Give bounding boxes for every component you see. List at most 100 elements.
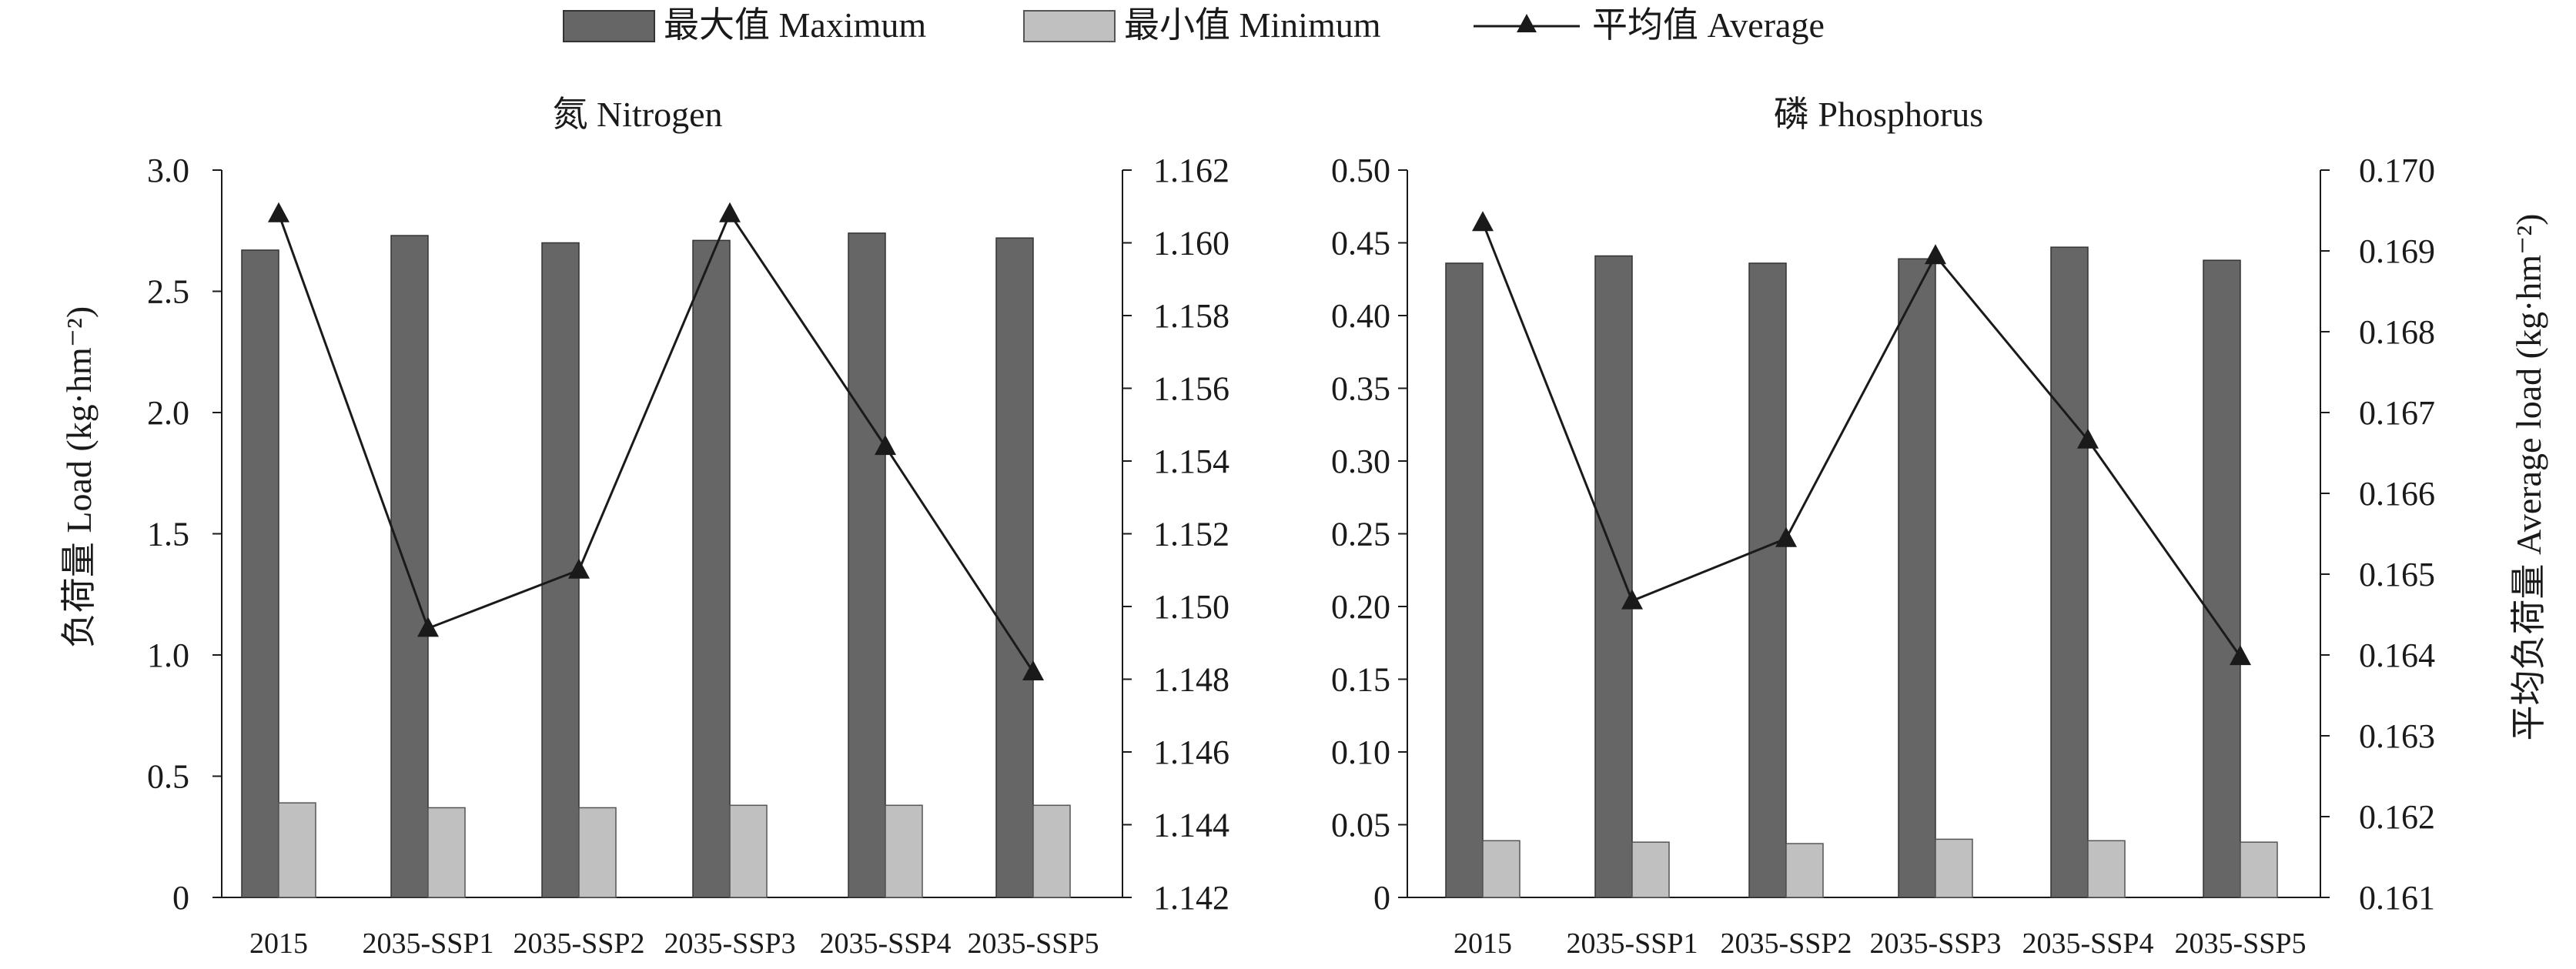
nitrogen-title: 氮 Nitrogen xyxy=(552,95,722,134)
nitrogen-category-label: 2035-SSP1 xyxy=(362,927,493,960)
phosphorus-right-tick-label: 0.161 xyxy=(2359,879,2435,917)
nitrogen-right-tick-label: 1.156 xyxy=(1153,370,1229,408)
legend-maximum-swatch xyxy=(563,10,655,42)
nitrogen-bar-minimum xyxy=(578,807,617,898)
nitrogen-bar-maximum xyxy=(848,232,886,898)
phosphorus-category-label: 2035-SSP5 xyxy=(2174,927,2306,960)
legend-minimum-label: 最小值 Minimum xyxy=(1124,5,1381,45)
nitrogen-left-tick-label: 0.5 xyxy=(147,758,189,796)
phosphorus-category-label: 2035-SSP4 xyxy=(2022,927,2153,960)
phosphorus-average-line xyxy=(1481,222,2242,657)
phosphorus-category-label: 2015 xyxy=(1454,927,1512,960)
phosphorus-left-tick-label: 0.20 xyxy=(1331,588,1390,626)
nitrogen-average-marker xyxy=(875,435,896,456)
nitrogen-left-tick-label: 0 xyxy=(172,879,189,917)
nitrogen-right-tick-label: 1.148 xyxy=(1153,661,1229,699)
phosphorus-average-marker xyxy=(1775,526,1797,547)
nitrogen-right-tick-label: 1.150 xyxy=(1153,588,1229,626)
phosphorus-bar-minimum xyxy=(1482,840,1521,898)
phosphorus-right-tick-label: 0.162 xyxy=(2359,798,2435,836)
phosphorus-category-label: 2035-SSP3 xyxy=(1869,927,2001,960)
nitrogen-category-label: 2035-SSP2 xyxy=(513,927,644,960)
nitrogen-average-line xyxy=(277,211,1035,673)
phosphorus-bar-maximum xyxy=(2050,246,2089,898)
phosphorus-average-marker xyxy=(2230,645,2251,666)
nitrogen-right-tick-label: 1.144 xyxy=(1153,807,1229,844)
phosphorus-left-tick-label: 0.05 xyxy=(1331,807,1390,844)
phosphorus-right-tick-label: 0.167 xyxy=(2359,394,2435,432)
phosphorus-left-tick-label: 0.30 xyxy=(1331,443,1390,480)
legend-minimum-swatch xyxy=(1023,10,1116,42)
left-axis-label: 负荷量 Load (kg·hm⁻²) xyxy=(59,306,99,648)
phosphorus-right-tick-label: 0.169 xyxy=(2359,232,2435,270)
phosphorus-average-marker xyxy=(2077,428,2099,449)
nitrogen-bar-maximum xyxy=(390,235,429,898)
nitrogen-category-label: 2035-SSP5 xyxy=(967,927,1099,960)
legend-maximum-label: 最大值 Maximum xyxy=(664,5,926,45)
nitrogen-average-marker xyxy=(568,558,590,579)
nitrogen-right-tick-label: 1.142 xyxy=(1153,879,1229,917)
nitrogen-right-tick-label: 1.162 xyxy=(1153,152,1229,189)
phosphorus-bar-minimum xyxy=(1935,838,1973,898)
nitrogen-left-tick-label: 1.0 xyxy=(147,637,189,674)
phosphorus-left-tick-label: 0.25 xyxy=(1331,516,1390,553)
phosphorus-left-tick-label: 0.10 xyxy=(1331,733,1390,771)
phosphorus-average-marker xyxy=(1472,211,1494,232)
nitrogen-right-tick-label: 1.146 xyxy=(1153,733,1229,771)
nitrogen-average-marker xyxy=(417,616,439,637)
phosphorus-right-tick-label: 0.168 xyxy=(2359,313,2435,351)
phosphorus-bar-maximum xyxy=(1748,262,1787,898)
nitrogen-bar-minimum xyxy=(1032,804,1071,898)
phosphorus-bar-maximum xyxy=(1898,258,1936,898)
nitrogen-average-marker xyxy=(268,202,289,222)
phosphorus-left-tick-label: 0 xyxy=(1373,879,1390,917)
phosphorus-right-tick-label: 0.166 xyxy=(2359,475,2435,513)
phosphorus-right-tick-label: 0.163 xyxy=(2359,717,2435,755)
nitrogen-left-tick-label: 1.5 xyxy=(147,516,189,553)
chart-panels: 0 0.5 1.0 1.5 2.0 2.5 3.0 1.142 1.144 1.146 1.148 1… xyxy=(147,152,2435,960)
nitrogen-category-label: 2015 xyxy=(249,927,308,960)
nitrogen-bar-minimum xyxy=(729,804,768,898)
phosphorus-left-tick-label: 0.45 xyxy=(1331,225,1390,262)
phosphorus-bar-minimum xyxy=(2087,840,2126,898)
nitrogen-bar-maximum xyxy=(241,249,279,898)
nitrogen-average-marker xyxy=(1022,660,1044,681)
phosphorus-category-label: 2035-SSP1 xyxy=(1566,927,1698,960)
phosphorus-bar-minimum xyxy=(1631,841,1670,898)
phosphorus-bar-maximum xyxy=(1445,262,1484,898)
nitrogen-left-tick-label: 3.0 xyxy=(147,152,189,189)
nitrogen-right-tick-label: 1.158 xyxy=(1153,297,1229,335)
phosphorus-left-tick-label: 0.50 xyxy=(1331,152,1390,189)
nitrogen-bar-maximum xyxy=(692,239,731,898)
right-axis-label: 平均负荷量 Average load (kg·hm⁻²) xyxy=(2509,214,2548,741)
phosphorus-right-tick-label: 0.170 xyxy=(2359,152,2435,189)
nitrogen-right-tick-label: 1.160 xyxy=(1153,225,1229,262)
nitrogen-left-tick-label: 2.5 xyxy=(147,273,189,311)
phosphorus-bar-minimum xyxy=(1785,843,1824,898)
phosphorus-title: 磷 Phosphorus xyxy=(1774,95,1983,134)
nitrogen-bar-minimum xyxy=(278,802,316,898)
phosphorus-left-tick-label: 0.35 xyxy=(1331,370,1390,408)
phosphorus-bar-minimum xyxy=(2240,841,2278,898)
phosphorus-bar-maximum xyxy=(2203,259,2241,898)
legend-average-marker xyxy=(1517,14,1537,32)
phosphorus-right-tick-label: 0.164 xyxy=(2359,637,2435,674)
nitrogen-bar-minimum xyxy=(885,804,923,898)
nitrogen-category-label: 2035-SSP3 xyxy=(664,927,795,960)
phosphorus-bar-maximum xyxy=(1594,255,1633,898)
nitrogen-left-tick-label: 2.0 xyxy=(147,394,189,432)
phosphorus-category-label: 2035-SSP2 xyxy=(1720,927,1852,960)
legend: 最大值 Maximum 最小值 Minimum 平均值 Average xyxy=(563,5,1825,45)
nitrogen-average-marker xyxy=(719,202,741,222)
phosphorus-average-marker xyxy=(1621,589,1643,610)
phosphorus-left-tick-label: 0.15 xyxy=(1331,661,1390,699)
nitrogen-right-tick-label: 1.154 xyxy=(1153,443,1229,480)
phosphorus-right-tick-label: 0.165 xyxy=(2359,556,2435,593)
nitrogen-category-label: 2035-SSP4 xyxy=(819,927,951,960)
legend-average-label: 平均值 Average xyxy=(1592,5,1825,45)
phosphorus-left-tick-label: 0.40 xyxy=(1331,297,1390,335)
phosphorus-average-marker xyxy=(1925,244,1946,265)
nitrogen-right-tick-label: 1.152 xyxy=(1153,516,1229,553)
